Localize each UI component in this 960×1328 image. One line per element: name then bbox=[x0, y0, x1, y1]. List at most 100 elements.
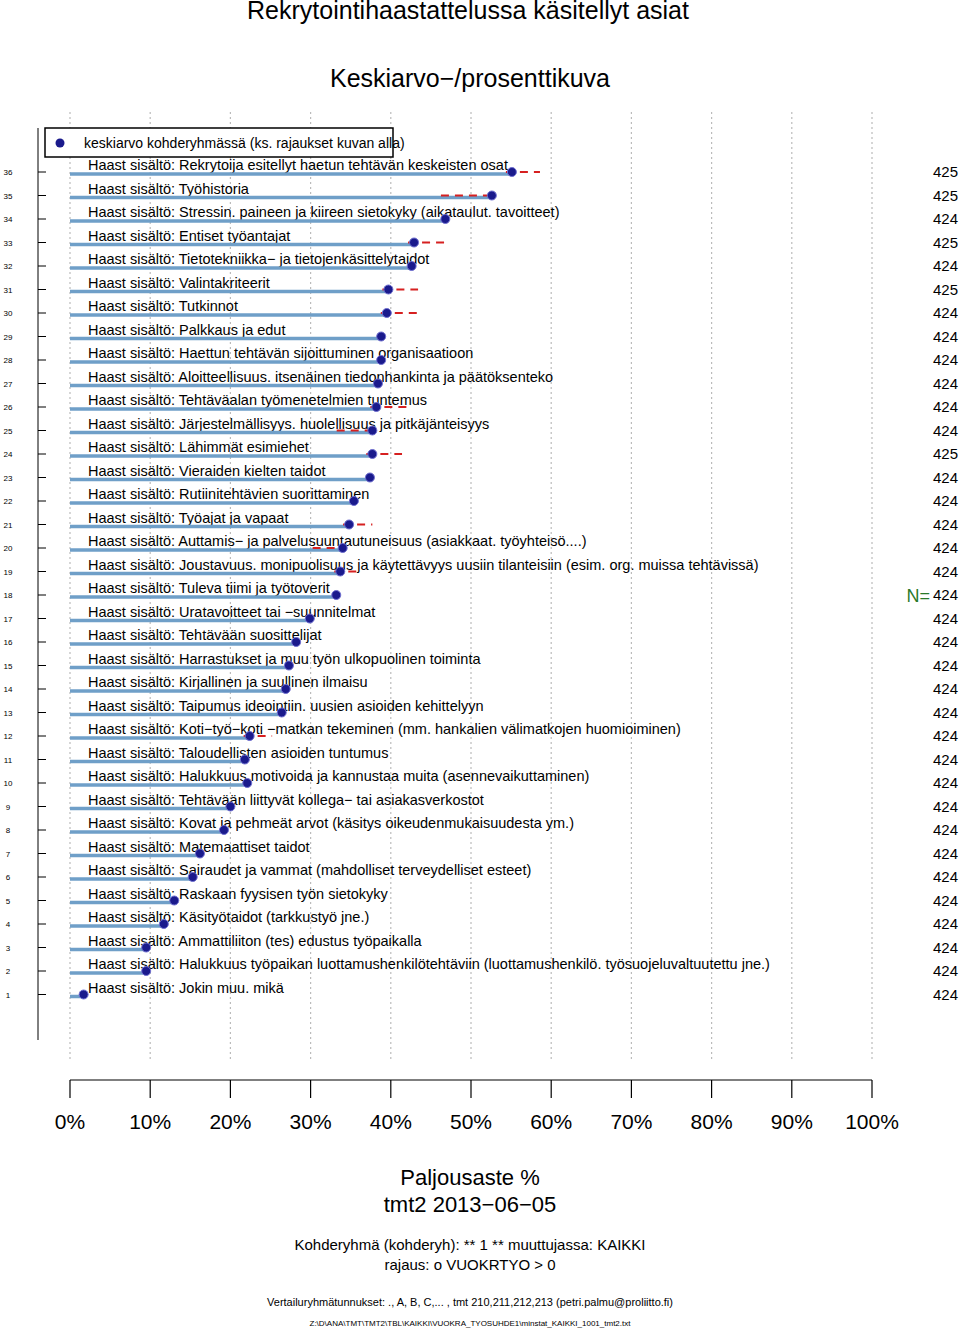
bar bbox=[70, 243, 414, 247]
row-number: 31 bbox=[4, 286, 13, 295]
n-label: N= bbox=[906, 586, 930, 606]
row-tick bbox=[38, 853, 46, 854]
x-tick-label: 0% bbox=[55, 1110, 85, 1133]
n-value: 424 bbox=[933, 939, 958, 956]
footnote: Kohderyhmä (kohderyh): ** 1 ** muuttujas… bbox=[294, 1236, 645, 1253]
row-number: 14 bbox=[4, 685, 13, 694]
row-tick bbox=[38, 830, 46, 831]
n-value: 424 bbox=[933, 398, 958, 415]
row-tick bbox=[38, 454, 46, 455]
x-tick bbox=[871, 1080, 872, 1098]
row-tick bbox=[38, 407, 46, 408]
grid-line bbox=[470, 112, 471, 1062]
x-tick-label: 40% bbox=[370, 1110, 412, 1133]
x-tick bbox=[470, 1080, 471, 1098]
bar bbox=[70, 337, 381, 341]
x-tick bbox=[230, 1080, 231, 1098]
category-labels: Haast sisältö: Rekrytoija esitellyt haet… bbox=[88, 157, 770, 996]
x-tick bbox=[69, 1080, 70, 1098]
category-label: Haast sisältö: Kirjallinen ja suullinen … bbox=[88, 674, 368, 690]
row-number: 1 bbox=[6, 991, 11, 1000]
row-number: 8 bbox=[6, 826, 11, 835]
x-tick-label: 20% bbox=[209, 1110, 251, 1133]
bar bbox=[70, 478, 370, 482]
grid-line bbox=[551, 112, 552, 1062]
x-tick-label: 70% bbox=[610, 1110, 652, 1133]
bar bbox=[70, 384, 378, 388]
mean-dot bbox=[159, 920, 168, 929]
mean-dot bbox=[245, 732, 254, 741]
row-tick bbox=[38, 618, 46, 619]
n-value: 424 bbox=[933, 586, 958, 603]
mean-dot bbox=[487, 191, 496, 200]
bar bbox=[70, 854, 200, 858]
bar bbox=[70, 948, 146, 952]
bar bbox=[70, 196, 492, 200]
legend-marker bbox=[56, 139, 65, 148]
mean-dot bbox=[441, 215, 450, 224]
row-tick bbox=[38, 477, 46, 478]
row-tick bbox=[38, 736, 46, 737]
mean-dot bbox=[384, 285, 393, 294]
footnote: Z:\D\ANA\TMT\TMT2\TBL\KAIKKI\VUOKRA_TYOS… bbox=[310, 1319, 632, 1328]
row-number: 22 bbox=[4, 497, 13, 506]
row-number: 16 bbox=[4, 638, 13, 647]
category-label: Haast sisältö: Taloudellisten asioiden t… bbox=[88, 745, 388, 761]
row-tick bbox=[38, 336, 46, 337]
n-value: 424 bbox=[933, 563, 958, 580]
x-tick-label: 90% bbox=[771, 1110, 813, 1133]
x-tick-label: 50% bbox=[450, 1110, 492, 1133]
mean-dot bbox=[243, 779, 252, 788]
row-number: 30 bbox=[4, 309, 13, 318]
bar bbox=[70, 877, 193, 881]
row-tick bbox=[38, 759, 46, 760]
category-label: Haast sisältö: Tuleva tiimi ja työtoveri… bbox=[88, 580, 330, 596]
mean-dot bbox=[292, 638, 301, 647]
mean-dot bbox=[240, 755, 249, 764]
mean-dot bbox=[277, 708, 286, 717]
bar bbox=[70, 736, 250, 740]
row-tick bbox=[38, 877, 46, 878]
n-value: 424 bbox=[933, 610, 958, 627]
n-value: 424 bbox=[933, 328, 958, 345]
n-value: 424 bbox=[933, 210, 958, 227]
x-tick bbox=[711, 1080, 712, 1098]
grid-line bbox=[711, 112, 712, 1062]
row-tick bbox=[38, 430, 46, 431]
row-tick bbox=[38, 971, 46, 972]
row-tick bbox=[38, 712, 46, 713]
row-number: 32 bbox=[4, 262, 13, 271]
category-label: Haast sisältö: Työhistoria bbox=[88, 181, 250, 197]
mean-dot bbox=[407, 262, 416, 271]
bar bbox=[70, 760, 245, 764]
x-tick bbox=[791, 1080, 792, 1098]
category-label: Haast sisältö: Sairaudet ja vammat (mahd… bbox=[88, 862, 531, 878]
n-value: 424 bbox=[933, 422, 958, 439]
bar bbox=[70, 924, 164, 928]
category-label: Haast sisältö: Rekrytoija esitellyt haet… bbox=[88, 157, 508, 173]
n-value: 424 bbox=[933, 986, 958, 1003]
row-axis bbox=[38, 128, 39, 1040]
n-value: 424 bbox=[933, 257, 958, 274]
category-label: Haast sisältö: Jokin muu. mikä bbox=[88, 980, 285, 996]
n-value: 424 bbox=[933, 633, 958, 650]
category-label: Haast sisältö: Auttamis− ja palvelusuunt… bbox=[88, 533, 587, 549]
row-tick bbox=[38, 266, 46, 267]
n-value: 424 bbox=[933, 516, 958, 533]
row-tick bbox=[38, 783, 46, 784]
n-value: 424 bbox=[933, 492, 958, 509]
x-tick-label: 30% bbox=[290, 1110, 332, 1133]
bar bbox=[70, 219, 445, 223]
row-number: 12 bbox=[4, 732, 13, 741]
mean-dot bbox=[349, 497, 358, 506]
x-tick-label: 10% bbox=[129, 1110, 171, 1133]
bar bbox=[70, 548, 343, 552]
grid-line bbox=[69, 112, 70, 1062]
title: Rekrytointihaastattelussa käsitellyt asi… bbox=[247, 0, 689, 24]
row-number: 17 bbox=[4, 615, 13, 624]
row-tick bbox=[38, 548, 46, 549]
bar bbox=[70, 572, 340, 576]
mean-dot bbox=[345, 520, 354, 529]
bar bbox=[70, 525, 349, 529]
mean-dot bbox=[338, 544, 347, 553]
